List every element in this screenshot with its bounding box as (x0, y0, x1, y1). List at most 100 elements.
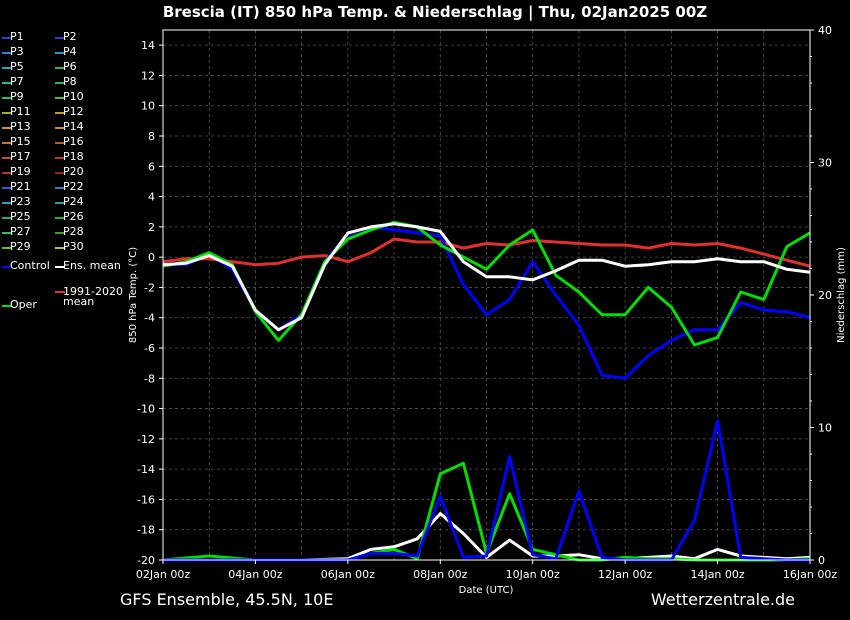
legend-swatch (2, 157, 12, 159)
legend-swatch (55, 217, 65, 219)
legend-swatch (55, 202, 65, 204)
legend-swatch (2, 82, 12, 84)
y-tick-label-right: 20 (818, 289, 832, 302)
legend-swatch (55, 187, 65, 189)
y-tick-label-left: -14 (137, 463, 155, 476)
legend-swatch (55, 52, 65, 54)
legend-swatch (2, 202, 12, 204)
legend-swatch (2, 172, 12, 174)
chart-title: Brescia (IT) 850 hPa Temp. & Niederschla… (163, 3, 707, 22)
legend-label: P23 (10, 195, 31, 208)
y-tick-label-left: -10 (137, 403, 155, 416)
legend-label: P2 (63, 30, 77, 43)
legend-label: P9 (10, 90, 24, 103)
y-tick-label-left: -16 (137, 493, 155, 506)
legend-label: P20 (63, 165, 84, 178)
grid (162, 30, 811, 561)
temp-line-1991-2020-mean (162, 237, 811, 268)
legend-swatch (2, 305, 12, 307)
legend-swatch (55, 172, 65, 174)
legend-swatch (2, 217, 12, 219)
y-tick-label-left: -6 (144, 342, 155, 355)
legend-label: P18 (63, 150, 84, 163)
temp-line-ens-mean (162, 222, 811, 332)
legend-swatch (2, 67, 12, 69)
legend-label: P16 (63, 135, 84, 148)
legend-label: P14 (63, 120, 84, 133)
temp-line-oper (162, 220, 811, 347)
y-tick-label-left: -4 (144, 312, 155, 325)
legend-label: P27 (10, 225, 31, 238)
legend-swatch (55, 157, 65, 159)
legend-swatch (2, 187, 12, 189)
x-tick-label: 02Jan 00z (136, 568, 190, 581)
y-tick-label-left: 12 (141, 69, 155, 82)
legend-swatch (2, 127, 12, 129)
legend-swatch (55, 97, 65, 99)
legend-label: P22 (63, 180, 84, 193)
legend-label: P7 (10, 75, 24, 88)
legend-label: P3 (10, 45, 24, 58)
model-label: GFS Ensemble, 45.5N, 10E (120, 590, 333, 609)
y-tick-label-left: 2 (148, 221, 155, 234)
y-tick-label-right: 0 (818, 554, 825, 567)
y-tick-label-left: -2 (144, 281, 155, 294)
y-tick-label-left: -20 (137, 554, 155, 567)
y-tick-label-right: 40 (818, 24, 832, 37)
y-axis-label-left: 850 hPa Temp. (°C) (128, 247, 139, 343)
legend-swatch (2, 112, 12, 114)
legend-swatch (55, 247, 65, 249)
legend-label: P5 (10, 60, 24, 73)
legend-label: P15 (10, 135, 31, 148)
legend-swatch (55, 37, 65, 39)
legend-label: P29 (10, 240, 31, 253)
legend-swatch (2, 142, 12, 144)
x-tick-label: 12Jan 00z (598, 568, 652, 581)
y-tick-label-left: 8 (148, 130, 155, 143)
x-tick-label: 06Jan 00z (321, 568, 375, 581)
legend-label: P4 (63, 45, 77, 58)
x-tick-label: 10Jan 00z (506, 568, 560, 581)
legend-item-clim-mean: 1991-2020 mean (55, 286, 125, 307)
legend-swatch (55, 112, 65, 114)
x-axis-label: Date (UTC) (459, 585, 514, 596)
y-tick-label-left: 14 (141, 39, 155, 52)
legend-label: P6 (63, 60, 77, 73)
legend-swatch (2, 266, 12, 268)
y-tick-label-left: 6 (148, 160, 155, 173)
y-tick-label-left: -8 (144, 372, 155, 385)
x-tick-label: 08Jan 00z (413, 568, 467, 581)
x-tick-label: 14Jan 00z (690, 568, 744, 581)
y-tick-label-left: 10 (141, 100, 155, 113)
y-tick-label-left: -18 (137, 524, 155, 537)
y-tick-label-left: 0 (148, 251, 155, 264)
legend-label: P1 (10, 30, 24, 43)
legend-label: P17 (10, 150, 31, 163)
y-tick-label-left: -12 (137, 433, 155, 446)
precip-line-control (163, 419, 810, 562)
legend-label: P8 (63, 75, 77, 88)
legend-label: P24 (63, 195, 84, 208)
legend-label: P12 (63, 105, 84, 118)
legend-swatch (2, 97, 12, 99)
y-axis-label-right: Niederschlag (mm) (836, 247, 847, 343)
y-tick-label-right: 10 (818, 422, 832, 435)
x-tick-label: 04Jan 00z (228, 568, 282, 581)
legend-swatch (2, 52, 12, 54)
legend-label: P28 (63, 225, 84, 238)
legend-swatch (55, 67, 65, 69)
legend-label: P21 (10, 180, 31, 193)
legend-label: P19 (10, 165, 31, 178)
legend-swatch (55, 291, 65, 293)
legend-label: P13 (10, 120, 31, 133)
legend-label: P25 (10, 210, 31, 223)
legend-swatch (55, 232, 65, 234)
site-label: Wetterzentrale.de (651, 590, 795, 609)
legend-swatch (55, 142, 65, 144)
legend-label: P10 (63, 90, 84, 103)
legend-swatch (2, 232, 12, 234)
legend-label: P30 (63, 240, 84, 253)
legend-swatch (2, 247, 12, 249)
